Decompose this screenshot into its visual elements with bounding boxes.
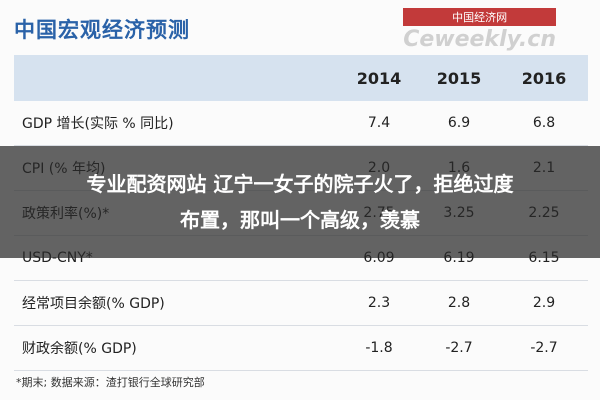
logo: 中国经济网 Ceweekly.cn (403, 8, 556, 52)
cell-value: 2.9 (532, 295, 556, 311)
cell-value: -2.7 (445, 340, 473, 356)
logo-en: Ceweekly.cn (403, 27, 556, 52)
row-label: GDP 增长(实际 % 同比) (22, 116, 174, 132)
table-row: 财政余额(% GDP) -1.8 -2.7 -2.7 (14, 326, 588, 371)
cell-value: 6.9 (447, 115, 471, 131)
footnote: *期末; 数据来源：渣打银行全球研究部 (16, 376, 205, 389)
overlay-banner: 专业配资网站 辽宁一女子的院子火了，拒绝过度布置，那叫一个高级，羡慕 (0, 146, 600, 258)
cell-value: 2.3 (367, 295, 391, 311)
cell-value: -1.8 (365, 340, 393, 356)
title: 中国宏观经济预测 (14, 18, 190, 42)
column-header: 2016 (521, 68, 567, 88)
cell-value: 2.8 (447, 295, 471, 311)
row-label: 经常项目余额(% GDP) (22, 296, 165, 312)
cell-value: 6.8 (532, 115, 556, 131)
cell-value: -2.7 (530, 340, 558, 356)
column-header: 2014 (356, 68, 402, 88)
column-header: 2015 (436, 68, 482, 88)
overlay-text: 专业配资网站 辽宁一女子的院子火了，拒绝过度布置，那叫一个高级，羡慕 (86, 172, 514, 232)
logo-cn: 中国经济网 (403, 8, 556, 26)
row-label: 财政余额(% GDP) (22, 341, 137, 357)
table-row: GDP 增长(实际 % 同比) 7.4 6.9 6.8 (14, 101, 588, 146)
header-row: 2014 2015 2016 (14, 55, 588, 101)
cell-value: 7.4 (367, 115, 391, 131)
table-row: 经常项目余额(% GDP) 2.3 2.8 2.9 (14, 281, 588, 326)
